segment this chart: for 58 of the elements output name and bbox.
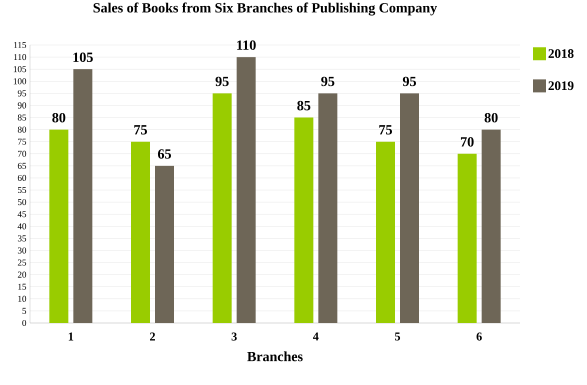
y-tick-label: 90 (18, 102, 26, 108)
y-tick-label: 65 (18, 162, 26, 169)
data-label: 110 (237, 40, 256, 50)
data-label: 70 (460, 137, 474, 147)
legend-label: 2019 (548, 81, 574, 90)
bar (400, 93, 419, 323)
x-tick-label: 4 (313, 332, 319, 340)
y-tick-label: 35 (18, 235, 26, 242)
y-tick-label: 40 (18, 223, 26, 230)
data-label: 65 (158, 149, 171, 159)
chart-title: Sales of Books from Six Branches of Publishing Company (94, 2, 438, 16)
bar (131, 142, 150, 323)
y-tick-label: 85 (18, 114, 26, 121)
bar (155, 166, 174, 323)
y-tick-label: 110 (14, 54, 26, 60)
y-tick-label: 105 (14, 66, 26, 72)
y-tick-label: 30 (18, 247, 26, 254)
x-tick-label: 2 (150, 332, 155, 340)
data-label: 105 (73, 52, 93, 62)
bar (294, 118, 314, 323)
x-axis-title: Branches (247, 351, 303, 362)
x-tick-label: 6 (476, 332, 482, 341)
y-tick-label: 60 (18, 174, 26, 181)
y-tick-label: 50 (18, 199, 26, 206)
data-label: 75 (134, 125, 147, 134)
x-tick-label: 3 (232, 332, 237, 341)
y-tick-label: 5 (22, 308, 26, 314)
bar (482, 130, 501, 323)
data-label: 75 (379, 125, 392, 134)
data-label: 80 (52, 112, 66, 122)
y-tick-label: 100 (14, 78, 26, 84)
y-tick-label: 70 (18, 150, 26, 157)
y-tick-label: 15 (18, 284, 26, 290)
bar (458, 154, 477, 323)
data-label: 95 (216, 76, 229, 86)
bar (212, 93, 232, 323)
y-tick-label: 115 (14, 42, 26, 48)
data-label: 95 (402, 76, 416, 86)
bar (376, 142, 395, 323)
y-tick-label: 10 (18, 296, 26, 302)
bar (236, 57, 256, 323)
y-tick-label: 75 (18, 138, 26, 145)
data-label: 85 (297, 100, 310, 110)
y-tick-label: 80 (18, 126, 26, 133)
bar (49, 130, 68, 323)
y-tick-label: 55 (18, 187, 26, 194)
y-tick-label: 20 (18, 272, 26, 278)
y-tick-label: 95 (18, 90, 26, 96)
data-label: 80 (484, 112, 498, 122)
y-tick-label: 45 (18, 211, 26, 218)
x-tick-label: 1 (68, 332, 74, 340)
bar (318, 93, 338, 323)
y-tick-label: 0 (22, 320, 26, 326)
data-label: 95 (321, 76, 334, 86)
legend-label: 2018 (548, 49, 574, 58)
bar (73, 69, 92, 323)
x-tick-label: 5 (394, 332, 400, 340)
y-tick-label: 25 (18, 260, 26, 266)
